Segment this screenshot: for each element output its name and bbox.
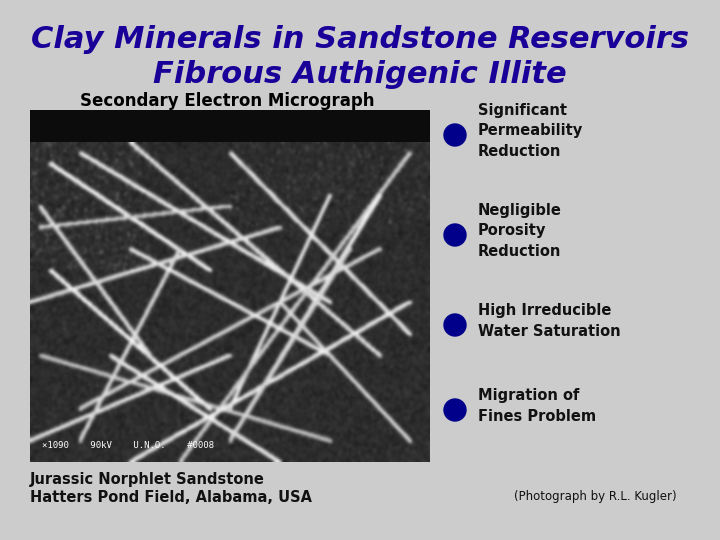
Text: Clay Minerals in Sandstone Reservoirs: Clay Minerals in Sandstone Reservoirs: [31, 25, 689, 54]
Text: ×1090    90kV    U.N.O.    #0008: ×1090 90kV U.N.O. #0008: [42, 442, 214, 450]
Text: Significant
Permeability
Reduction: Significant Permeability Reduction: [478, 103, 583, 159]
Text: Hatters Pond Field, Alabama, USA: Hatters Pond Field, Alabama, USA: [30, 490, 312, 505]
Text: Fibrous Authigenic Illite: Fibrous Authigenic Illite: [153, 60, 567, 89]
Text: Jurassic Norphlet Sandstone: Jurassic Norphlet Sandstone: [30, 472, 265, 487]
Text: Secondary Electron Micrograph: Secondary Electron Micrograph: [80, 92, 374, 110]
Circle shape: [444, 314, 466, 336]
Circle shape: [444, 399, 466, 421]
Circle shape: [444, 224, 466, 246]
Text: Migration of
Fines Problem: Migration of Fines Problem: [478, 388, 596, 424]
Text: Negligible
Porosity
Reduction: Negligible Porosity Reduction: [478, 203, 562, 259]
Circle shape: [444, 124, 466, 146]
Text: Illite: Illite: [130, 230, 215, 258]
Text: (Photograph by R.L. Kugler): (Photograph by R.L. Kugler): [513, 490, 676, 503]
Text: High Irreducible
Water Saturation: High Irreducible Water Saturation: [478, 303, 621, 339]
